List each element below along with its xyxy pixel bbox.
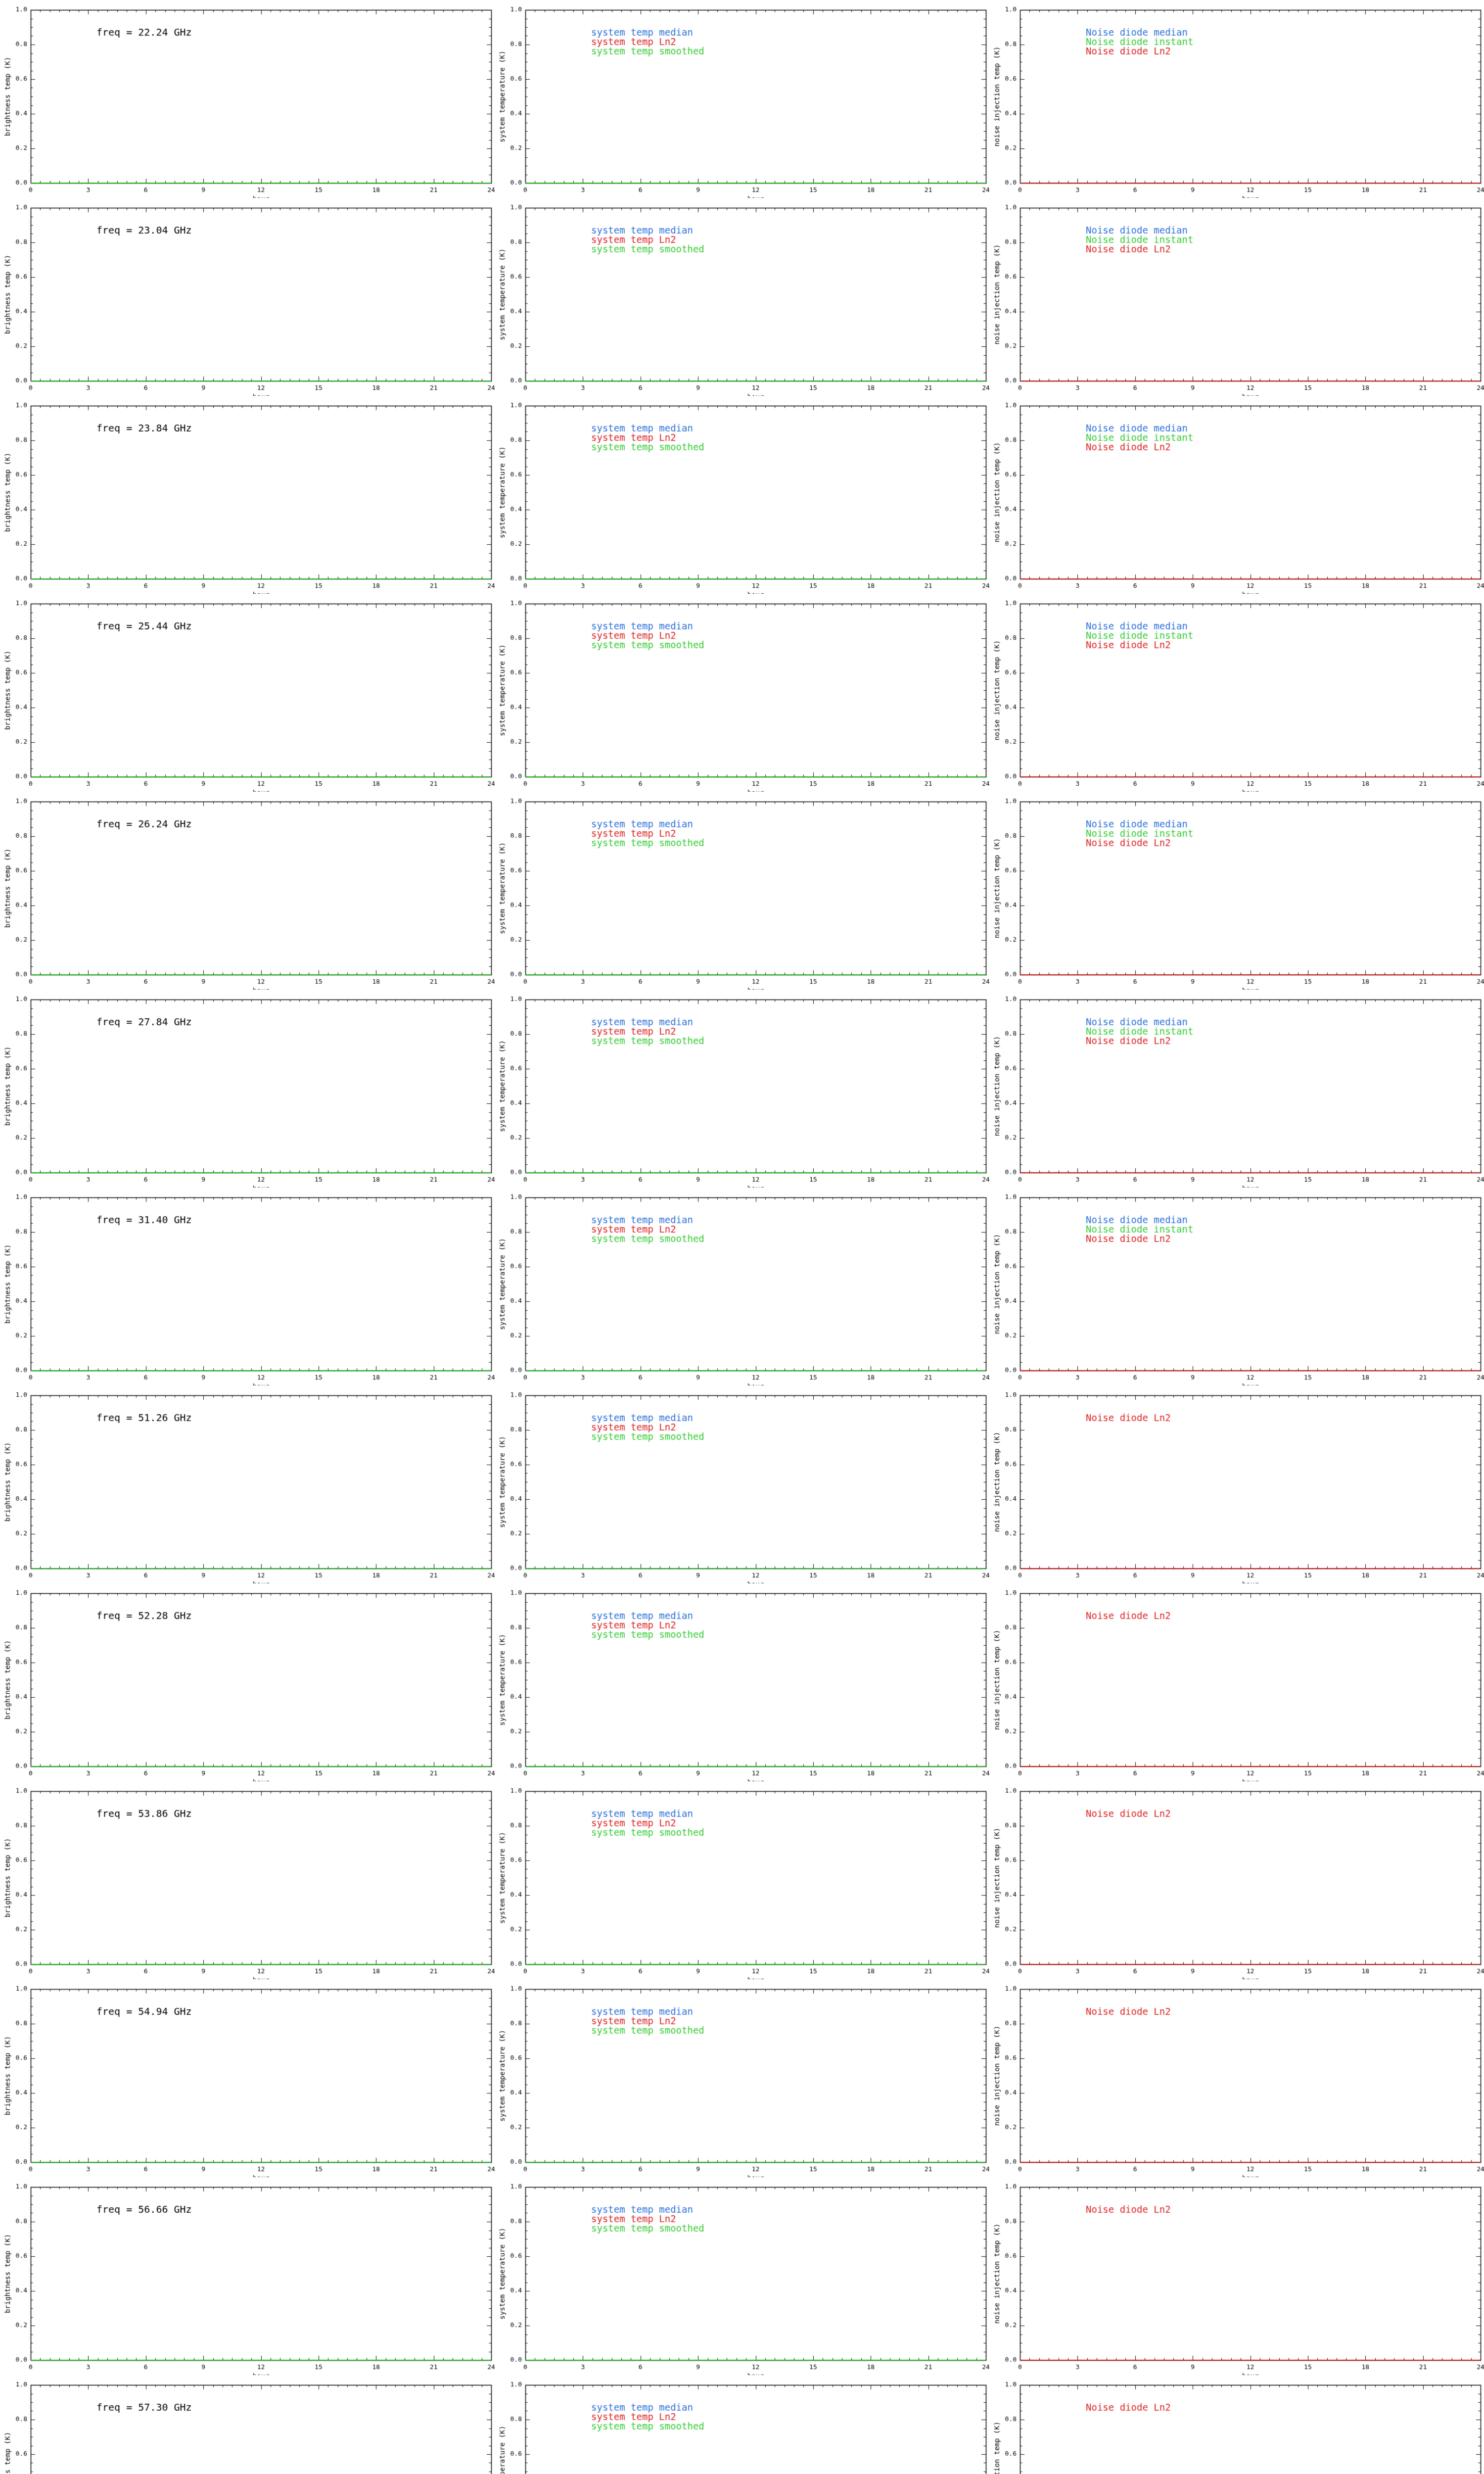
system-plot-canvas: [495, 396, 989, 594]
noise-plot-canvas: [989, 1781, 1484, 1979]
noise-plot-canvas: [989, 396, 1484, 594]
plot-panel-row1-brightness: [0, 0, 495, 198]
brightness-plot-canvas: [0, 2375, 495, 2474]
brightness-plot-canvas: [0, 2177, 495, 2375]
plot-panel-row2-system: [495, 198, 989, 396]
plot-panel-row8-system: [495, 1385, 989, 1583]
noise-plot-canvas: [989, 198, 1484, 396]
plot-panel-row8-noise: [989, 1385, 1484, 1583]
brightness-plot-canvas: [0, 1781, 495, 1979]
plot-panel-row13-brightness: [0, 2375, 495, 2474]
system-plot-canvas: [495, 990, 989, 1188]
brightness-plot-canvas: [0, 594, 495, 792]
noise-plot-canvas: [989, 1583, 1484, 1781]
plot-panel-row8-brightness: [0, 1385, 495, 1583]
brightness-plot-canvas: [0, 1188, 495, 1385]
noise-plot-canvas: [989, 990, 1484, 1188]
plot-panel-row7-system: [495, 1188, 989, 1385]
system-plot-canvas: [495, 1979, 989, 2177]
plot-panel-row5-noise: [989, 792, 1484, 990]
plot-panel-row7-noise: [989, 1188, 1484, 1385]
brightness-plot-canvas: [0, 990, 495, 1188]
plot-panel-row2-brightness: [0, 198, 495, 396]
plot-panel-row6-system: [495, 990, 989, 1188]
brightness-plot-canvas: [0, 1583, 495, 1781]
plot-panel-row11-system: [495, 1979, 989, 2177]
system-plot-canvas: [495, 2375, 989, 2474]
plot-panel-row13-system: [495, 2375, 989, 2474]
plot-panel-row9-system: [495, 1583, 989, 1781]
plot-panel-row9-noise: [989, 1583, 1484, 1781]
plot-panel-row10-noise: [989, 1781, 1484, 1979]
plot-panel-row12-noise: [989, 2177, 1484, 2375]
system-plot-canvas: [495, 0, 989, 198]
system-plot-canvas: [495, 1188, 989, 1385]
plot-panel-row3-system: [495, 396, 989, 594]
brightness-plot-canvas: [0, 1385, 495, 1583]
noise-plot-canvas: [989, 0, 1484, 198]
system-plot-canvas: [495, 2177, 989, 2375]
plot-panel-row3-brightness: [0, 396, 495, 594]
brightness-plot-canvas: [0, 198, 495, 396]
brightness-plot-canvas: [0, 0, 495, 198]
plot-panel-row3-noise: [989, 396, 1484, 594]
plot-panel-row1-noise: [989, 0, 1484, 198]
noise-plot-canvas: [989, 1979, 1484, 2177]
plot-panel-row4-system: [495, 594, 989, 792]
noise-plot-canvas: [989, 2177, 1484, 2375]
plot-panel-row5-system: [495, 792, 989, 990]
brightness-plot-canvas: [0, 792, 495, 990]
plot-panel-row13-noise: [989, 2375, 1484, 2474]
brightness-plot-canvas: [0, 396, 495, 594]
plot-panel-row4-brightness: [0, 594, 495, 792]
plot-panel-row11-brightness: [0, 1979, 495, 2177]
system-plot-canvas: [495, 198, 989, 396]
noise-plot-canvas: [989, 792, 1484, 990]
plot-panel-row5-brightness: [0, 792, 495, 990]
plot-panel-row2-noise: [989, 198, 1484, 396]
noise-plot-canvas: [989, 2375, 1484, 2474]
plot-panel-row9-brightness: [0, 1583, 495, 1781]
plot-panel-row6-noise: [989, 990, 1484, 1188]
plot-panel-row10-brightness: [0, 1781, 495, 1979]
plot-panel-row11-noise: [989, 1979, 1484, 2177]
brightness-plot-canvas: [0, 1979, 495, 2177]
plot-panel-row12-system: [495, 2177, 989, 2375]
plot-panel-row12-brightness: [0, 2177, 495, 2375]
system-plot-canvas: [495, 1583, 989, 1781]
plot-panel-row7-brightness: [0, 1188, 495, 1385]
plot-panel-row1-system: [495, 0, 989, 198]
noise-plot-canvas: [989, 1385, 1484, 1583]
plot-panel-row6-brightness: [0, 990, 495, 1188]
noise-plot-canvas: [989, 594, 1484, 792]
system-plot-canvas: [495, 1781, 989, 1979]
system-plot-canvas: [495, 792, 989, 990]
noise-plot-canvas: [989, 1188, 1484, 1385]
system-plot-canvas: [495, 594, 989, 792]
plot-panel-row4-noise: [989, 594, 1484, 792]
system-plot-canvas: [495, 1385, 989, 1583]
plot-panel-row10-system: [495, 1781, 989, 1979]
